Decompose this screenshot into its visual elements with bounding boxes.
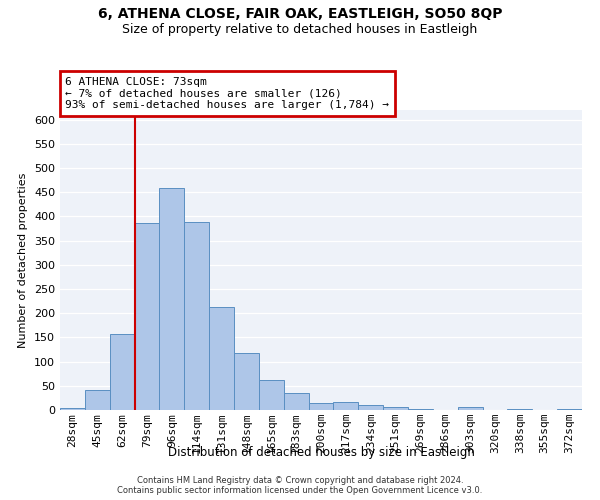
Bar — [209, 307, 234, 410]
Text: Distribution of detached houses by size in Eastleigh: Distribution of detached houses by size … — [167, 446, 475, 459]
Bar — [408, 409, 433, 410]
Bar — [383, 406, 408, 410]
Bar — [259, 380, 284, 410]
Bar — [557, 409, 582, 410]
Bar — [60, 408, 85, 410]
Bar — [134, 222, 160, 410]
Bar — [308, 402, 334, 410]
Text: 6 ATHENA CLOSE: 73sqm
← 7% of detached houses are smaller (126)
93% of semi-deta: 6 ATHENA CLOSE: 73sqm ← 7% of detached h… — [65, 77, 389, 110]
Bar — [184, 222, 209, 410]
Bar — [358, 405, 383, 410]
Y-axis label: Number of detached properties: Number of detached properties — [19, 172, 28, 348]
Text: Contains HM Land Registry data © Crown copyright and database right 2024.
Contai: Contains HM Land Registry data © Crown c… — [118, 476, 482, 495]
Bar — [508, 409, 532, 410]
Bar — [458, 406, 482, 410]
Bar — [334, 402, 358, 410]
Bar — [160, 188, 184, 410]
Text: 6, ATHENA CLOSE, FAIR OAK, EASTLEIGH, SO50 8QP: 6, ATHENA CLOSE, FAIR OAK, EASTLEIGH, SO… — [98, 8, 502, 22]
Bar — [85, 390, 110, 410]
Text: Size of property relative to detached houses in Eastleigh: Size of property relative to detached ho… — [122, 22, 478, 36]
Bar — [110, 334, 134, 410]
Bar — [234, 353, 259, 410]
Bar — [284, 393, 308, 410]
